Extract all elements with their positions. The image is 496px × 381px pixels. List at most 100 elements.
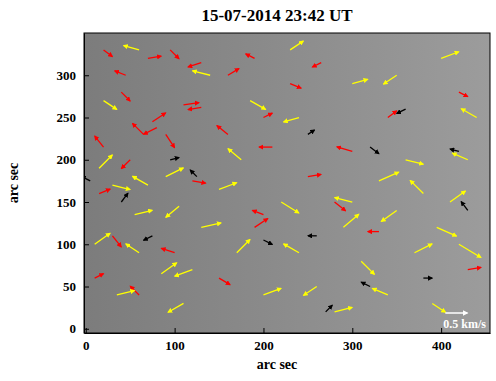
velocity-arrow — [246, 54, 255, 58]
velocity-arrow — [190, 170, 197, 177]
velocity-arrow — [188, 107, 201, 109]
velocity-arrow — [184, 103, 199, 105]
tick-mark — [86, 328, 87, 333]
velocity-arrow — [99, 189, 110, 193]
x-axis-title: arc sec — [257, 357, 298, 372]
tick: 50 — [63, 279, 89, 294]
plot-frame — [84, 33, 490, 333]
velocity-arrow — [263, 240, 272, 244]
velocity-arrow — [368, 231, 379, 232]
velocity-arrow — [414, 244, 432, 253]
vectors — [84, 41, 481, 312]
tick-mark — [352, 328, 353, 333]
velocity-arrow — [161, 263, 176, 274]
velocity-arrow — [228, 69, 239, 76]
tick-label: 50 — [63, 279, 76, 294]
velocity-arrow — [166, 206, 179, 217]
tick-label: 400 — [432, 338, 452, 353]
tick: 400 — [432, 328, 452, 353]
velocity-arrow — [130, 286, 139, 295]
velocity-arrow — [217, 126, 228, 135]
velocity-arrow — [175, 270, 193, 277]
velocity-arrow — [170, 158, 179, 160]
tick-label: 250 — [57, 110, 77, 125]
velocity-arrow — [201, 223, 221, 227]
velocity-arrow — [121, 160, 130, 169]
velocity-arrow — [255, 219, 268, 228]
reference-label: 0.5 km/s — [443, 317, 486, 331]
velocity-arrow — [461, 202, 468, 211]
reference-arrow — [445, 312, 467, 314]
velocity-arrow — [104, 50, 113, 57]
velocity-arrow — [352, 79, 367, 83]
velocity-arrow — [384, 75, 397, 84]
velocity-arrow — [361, 282, 370, 286]
velocity-arrow — [263, 288, 281, 295]
tick-label: 200 — [57, 152, 77, 167]
velocity-arrow — [459, 92, 468, 96]
velocity-arrow — [135, 210, 153, 214]
velocity-arrow — [410, 180, 423, 193]
velocity-arrow — [148, 56, 161, 58]
vector-series — [95, 50, 481, 295]
tick-mark — [84, 118, 89, 119]
tick-label: 0 — [83, 338, 90, 353]
velocity-arrow — [263, 113, 272, 117]
x-axis: 0 100 200 300 400 — [83, 328, 490, 353]
tick-mark — [175, 328, 176, 333]
velocity-arrow — [437, 227, 457, 236]
tick-label: 100 — [165, 338, 185, 353]
velocity-arrow — [117, 291, 135, 295]
velocity-arrow — [166, 168, 184, 177]
tick-mark — [84, 287, 89, 288]
velocity-arrow — [281, 202, 299, 213]
velocity-arrow — [133, 176, 148, 185]
vector-series — [84, 109, 468, 312]
tick-mark — [84, 202, 89, 203]
velocity-arrow — [388, 111, 397, 118]
velocity-arrow — [337, 147, 352, 151]
velocity-arrow — [95, 136, 104, 147]
velocity-arrow — [335, 202, 346, 211]
velocity-arrow — [452, 153, 467, 160]
axis-line — [85, 333, 491, 334]
tick-mark — [84, 329, 89, 330]
tick-label: 300 — [343, 338, 363, 353]
velocity-arrow — [252, 210, 263, 214]
tick-label: 150 — [57, 195, 77, 210]
tick: 100 — [165, 328, 185, 353]
velocity-arrow — [104, 101, 117, 110]
tick-mark — [441, 328, 442, 333]
velocity-arrow — [450, 149, 459, 151]
velocity-arrow — [228, 149, 241, 160]
velocity-arrow — [112, 185, 130, 189]
velocity-arrow — [361, 261, 374, 274]
velocity-arrow — [397, 109, 406, 113]
velocity-arrow — [308, 174, 321, 176]
velocity-arrow — [193, 71, 211, 75]
tick: 100 — [57, 237, 90, 252]
reference-vector: 0.5 km/s — [443, 313, 486, 331]
velocity-arrow — [406, 160, 424, 164]
velocity-arrow — [121, 193, 128, 202]
velocity-arrow — [237, 240, 250, 253]
velocity-arrow — [461, 109, 476, 118]
velocity-arrow — [304, 287, 317, 296]
velocity-arrow — [326, 305, 333, 312]
tick: 200 — [254, 328, 274, 353]
velocity-arrow — [308, 235, 317, 236]
velocity-arrow — [343, 214, 358, 227]
tick: 150 — [57, 195, 90, 210]
y-axis: 050100150200250300 — [57, 34, 90, 337]
plot: 0 100 200 300 4000 50 100 150 200 250 300 0.5 km/s — [57, 33, 491, 353]
velocity-arrow — [468, 267, 481, 269]
velocity-arrow — [126, 244, 139, 253]
velocity-arrow — [290, 84, 301, 88]
tick: 300 — [343, 328, 363, 353]
tick-mark — [84, 244, 89, 245]
velocity-arrow — [335, 198, 353, 202]
velocity-arrow — [95, 274, 104, 278]
tick: 200 — [57, 152, 90, 167]
velocity-arrow — [284, 118, 299, 122]
velocity-arrow — [381, 210, 396, 221]
